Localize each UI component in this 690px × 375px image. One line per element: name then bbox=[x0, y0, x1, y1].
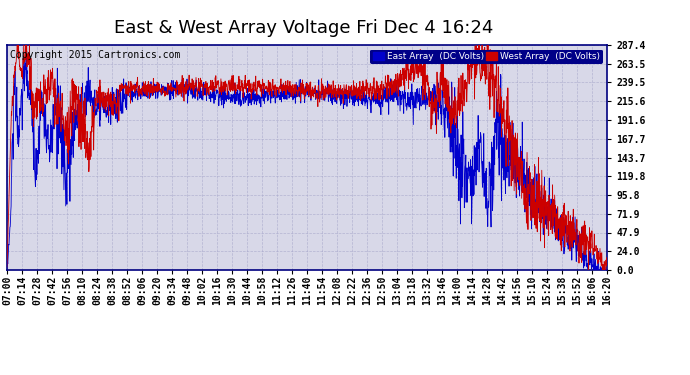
Text: Copyright 2015 Cartronics.com: Copyright 2015 Cartronics.com bbox=[10, 50, 180, 60]
Legend: East Array  (DC Volts), West Array  (DC Volts): East Array (DC Volts), West Array (DC Vo… bbox=[371, 50, 602, 64]
Text: East & West Array Voltage Fri Dec 4 16:24: East & West Array Voltage Fri Dec 4 16:2… bbox=[114, 19, 493, 37]
